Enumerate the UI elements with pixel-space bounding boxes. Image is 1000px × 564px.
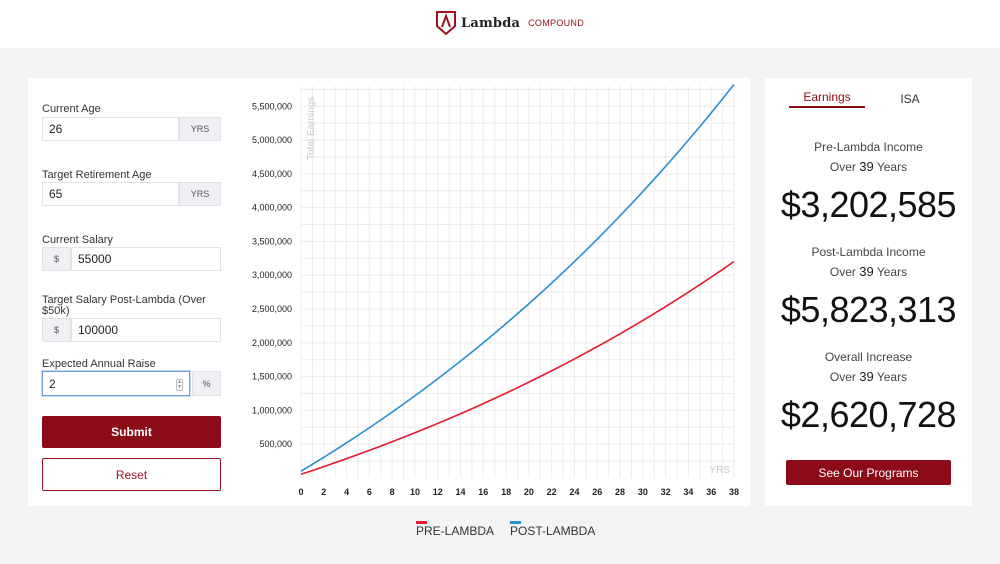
lambda-shield-icon: [436, 11, 456, 35]
x-tick-label: 24: [569, 487, 579, 497]
y-tick-label: 5,500,000: [252, 101, 292, 111]
y-tick-label: 3,500,000: [252, 236, 292, 246]
annual-raise-unit: %: [192, 371, 221, 396]
series-line-post-lambda: [300, 83, 735, 472]
x-tick-label: 34: [683, 487, 693, 497]
post-income-value: $5,823,313: [780, 289, 957, 330]
x-tick-label: 28: [615, 487, 625, 497]
y-tick-label: 4,000,000: [252, 203, 292, 213]
tab-isa[interactable]: ISA: [900, 92, 920, 106]
calculator-form: Current Age 26 YRS Target Retirement Age…: [28, 78, 234, 506]
target-salary-input[interactable]: 100000: [71, 318, 221, 342]
x-tick-label: 26: [592, 487, 602, 497]
x-tick-label: 14: [456, 487, 466, 497]
current-salary-prefix: $: [42, 247, 71, 271]
spinner-icon[interactable]: ▲ ▼: [176, 379, 183, 391]
see-programs-button[interactable]: See Our Programs: [786, 460, 951, 485]
increase-duration: Over 39 Years: [829, 369, 908, 384]
current-age-unit: YRS: [179, 117, 221, 141]
legend-item-pre: PRE-LAMBDA: [416, 521, 495, 538]
legend-item-post: POST-LAMBDA: [510, 521, 596, 538]
y-tick-label: 2,000,000: [252, 338, 292, 348]
y-tick-label: 4,500,000: [252, 169, 292, 179]
annual-raise-input[interactable]: 2 ▲ ▼: [42, 371, 190, 396]
legend-swatch-post: [510, 521, 521, 524]
target-salary-label: Target Salary Post-Lambda (Over $50k): [42, 294, 206, 317]
post-income-duration: Over 39 Years: [829, 264, 908, 279]
x-tick-label: 18: [501, 487, 511, 497]
tab-earnings[interactable]: Earnings: [789, 90, 865, 108]
x-tick-label: 36: [706, 487, 716, 497]
y-tick-label: 1,000,000: [252, 405, 292, 415]
pre-income-value: $3,202,585: [780, 184, 957, 225]
x-tick-label: 0: [298, 487, 303, 497]
annual-raise-label: Expected Annual Raise: [42, 358, 156, 370]
retirement-age-unit: YRS: [179, 182, 221, 206]
y-tick-label: 3,000,000: [252, 270, 292, 280]
y-tick-label: 2,500,000: [252, 304, 292, 314]
current-salary-label: Current Salary: [42, 234, 113, 246]
y-tick-label: 500,000: [259, 439, 292, 449]
retirement-age-label: Target Retirement Age: [42, 169, 152, 181]
earnings-chart-panel: 0 2 4 6 8 10 12 14 16 18 20 22 24 26 28 30 32 34 36 38 500,0…: [234, 78, 750, 506]
x-tick-label: 30: [638, 487, 648, 497]
x-tick-label: 38: [729, 487, 739, 497]
x-tick-label: 20: [524, 487, 534, 497]
y-tick-label: 1,500,000: [252, 372, 292, 382]
current-salary-input[interactable]: 55000: [71, 247, 221, 271]
annual-raise-value: 2: [49, 376, 56, 391]
post-income-title: Post-Lambda Income: [811, 245, 926, 259]
submit-button[interactable]: Submit: [42, 416, 221, 448]
x-tick-label: 22: [547, 487, 557, 497]
brand-logo[interactable]: Lambda COMPOUND: [436, 11, 584, 35]
current-age-input[interactable]: 26: [42, 117, 179, 141]
x-tick-label: 16: [478, 487, 488, 497]
target-salary-prefix: $: [42, 318, 71, 342]
x-axis-label: YRS: [709, 465, 730, 476]
x-tick-label: 8: [390, 487, 395, 497]
series-line-pre-lambda: [300, 260, 735, 476]
legend-swatch-pre: [416, 521, 427, 524]
x-tick-label: 10: [410, 487, 420, 497]
x-tick-label: 32: [661, 487, 671, 497]
results-panel: Earnings ISA Pre-Lambda Income Over 39 Y…: [765, 78, 972, 506]
reset-button[interactable]: Reset: [42, 458, 221, 491]
brand-tag: COMPOUND: [528, 18, 585, 28]
legend-label-post: POST-LAMBDA: [510, 524, 596, 538]
retirement-age-input[interactable]: 65: [42, 182, 179, 206]
current-age-label: Current Age: [42, 103, 101, 115]
legend-label-pre: PRE-LAMBDA: [416, 524, 495, 538]
x-tick-label: 2: [321, 487, 326, 497]
increase-title: Overall Increase: [824, 350, 913, 364]
pre-income-duration: Over 39 Years: [829, 159, 908, 174]
y-axis-label: Total Earnings: [306, 97, 317, 160]
earnings-chart: 0 2 4 6 8 10 12 14 16 18 20 22 24 26 28 30 32 34 36 38500,0…: [252, 83, 739, 497]
app-header: Lambda COMPOUND: [0, 0, 1000, 48]
pre-income-title: Pre-Lambda Income: [814, 140, 923, 154]
x-tick-label: 6: [367, 487, 372, 497]
y-tick-label: 5,000,000: [252, 135, 292, 145]
brand-name: Lambda: [461, 15, 521, 31]
x-tick-label: 12: [433, 487, 443, 497]
increase-value: $2,620,728: [780, 394, 957, 435]
x-tick-label: 4: [344, 487, 349, 497]
